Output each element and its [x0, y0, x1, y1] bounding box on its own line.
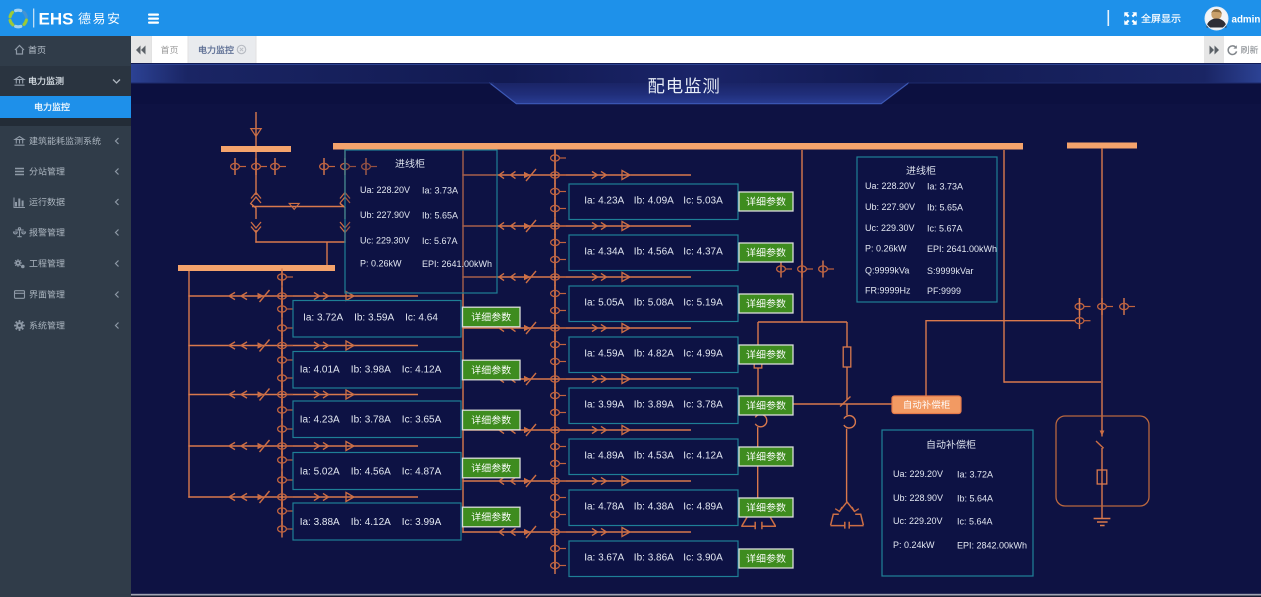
- svg-text:Ua: 229.20V: Ua: 229.20V: [893, 469, 943, 479]
- svg-text:EPI: 2641.00kWh: EPI: 2641.00kWh: [927, 244, 997, 254]
- svg-text:Ib: 5.08A: Ib: 5.08A: [634, 298, 674, 309]
- svg-text:Ic: 5.03A: Ic: 5.03A: [683, 196, 723, 207]
- svg-text:Ic: 4.64: Ic: 4.64: [405, 313, 438, 324]
- svg-text:EPI: 2641.00kWh: EPI: 2641.00kWh: [422, 259, 492, 269]
- svg-text:Ia: 3.67A: Ia: 3.67A: [584, 553, 624, 564]
- svg-text:Ib: 4.56A: Ib: 4.56A: [351, 467, 391, 478]
- svg-text:Ic: 3.99A: Ic: 3.99A: [402, 517, 442, 528]
- svg-text:Ia: 3.99A: Ia: 3.99A: [584, 400, 624, 411]
- svg-text:Ic: 4.89A: Ic: 4.89A: [683, 502, 723, 513]
- svg-text:Ua: 228.20V: Ua: 228.20V: [360, 185, 410, 195]
- svg-text:Ib: 4.38A: Ib: 4.38A: [634, 502, 674, 513]
- svg-text:Ia: 4.23A: Ia: 4.23A: [584, 196, 624, 207]
- svg-text:S:9999kVar: S:9999kVar: [927, 266, 973, 276]
- svg-text:Ib: 3.98A: Ib: 3.98A: [351, 365, 391, 376]
- svg-text:Ia: 3.72A: Ia: 3.72A: [303, 313, 343, 324]
- svg-text:Ia: 3.73A: Ia: 3.73A: [927, 182, 963, 192]
- svg-text:Ia: 3.88A: Ia: 3.88A: [300, 517, 340, 528]
- svg-text:Ic: 4.37A: Ic: 4.37A: [683, 247, 723, 258]
- svg-text:Ia: 4.59A: Ia: 4.59A: [584, 349, 624, 360]
- svg-text:Ic: 4.87A: Ic: 4.87A: [402, 467, 442, 478]
- svg-text:Ia: 3.72A: Ia: 3.72A: [957, 470, 993, 480]
- svg-text:Ub: 227.90V: Ub: 227.90V: [865, 202, 915, 212]
- svg-text:Q:9999kVa: Q:9999kVa: [865, 266, 909, 276]
- svg-text:Ib: 4.53A: Ib: 4.53A: [634, 451, 674, 462]
- svg-text:EHS: EHS: [39, 10, 74, 29]
- svg-text:Uc: 229.30V: Uc: 229.30V: [865, 223, 915, 233]
- svg-text:Ia: 3.73A: Ia: 3.73A: [422, 186, 458, 196]
- svg-text:P: 0.26kW: P: 0.26kW: [360, 259, 402, 269]
- svg-text:Ic: 4.12A: Ic: 4.12A: [402, 365, 442, 376]
- svg-text:Ib: 4.82A: Ib: 4.82A: [634, 349, 674, 360]
- svg-text:P: 0.26kW: P: 0.26kW: [865, 244, 907, 254]
- svg-text:Ia: 4.89A: Ia: 4.89A: [584, 451, 624, 462]
- svg-text:Uc: 229.30V: Uc: 229.30V: [360, 236, 410, 246]
- svg-text:Ib: 5.65A: Ib: 5.65A: [927, 203, 963, 213]
- svg-text:Ia: 4.78A: Ia: 4.78A: [584, 502, 624, 513]
- svg-text:Ic: 5.67A: Ic: 5.67A: [422, 236, 458, 246]
- svg-text:EPI: 2842.00kWh: EPI: 2842.00kWh: [957, 541, 1027, 551]
- svg-text:FR:9999Hz: FR:9999Hz: [865, 286, 911, 296]
- svg-text:Ic: 5.64A: Ic: 5.64A: [957, 517, 993, 527]
- svg-text:Ib: 3.86A: Ib: 3.86A: [634, 553, 674, 564]
- svg-text:Ic: 5.67A: Ic: 5.67A: [927, 224, 963, 234]
- svg-text:Ib: 3.78A: Ib: 3.78A: [351, 415, 391, 426]
- svg-text:Ic: 5.19A: Ic: 5.19A: [683, 298, 723, 309]
- svg-text:Ia: 4.23A: Ia: 4.23A: [300, 415, 340, 426]
- svg-text:Ub: 228.90V: Ub: 228.90V: [893, 493, 943, 503]
- svg-text:Ib: 4.12A: Ib: 4.12A: [351, 517, 391, 528]
- svg-text:Ic: 4.12A: Ic: 4.12A: [683, 451, 723, 462]
- svg-text:Ia: 4.34A: Ia: 4.34A: [584, 247, 624, 258]
- svg-text:Ic: 4.99A: Ic: 4.99A: [683, 349, 723, 360]
- svg-text:Ia: 5.05A: Ia: 5.05A: [584, 298, 624, 309]
- svg-text:Ib: 4.56A: Ib: 4.56A: [634, 247, 674, 258]
- svg-text:Ib: 3.89A: Ib: 3.89A: [634, 400, 674, 411]
- svg-text:Ib: 3.59A: Ib: 3.59A: [354, 313, 394, 324]
- svg-text:Ia: 4.01A: Ia: 4.01A: [300, 365, 340, 376]
- svg-text:Ib: 5.65A: Ib: 5.65A: [422, 211, 458, 221]
- svg-text:P: 0.24kW: P: 0.24kW: [893, 540, 935, 550]
- svg-text:Ic: 3.78A: Ic: 3.78A: [683, 400, 723, 411]
- svg-text:admin: admin: [1232, 14, 1261, 25]
- svg-text:Ib: 4.09A: Ib: 4.09A: [634, 196, 674, 207]
- svg-text:Ia: 5.02A: Ia: 5.02A: [300, 467, 340, 478]
- svg-text:PF:9999: PF:9999: [927, 286, 961, 296]
- svg-text:Ic: 3.65A: Ic: 3.65A: [402, 415, 442, 426]
- svg-text:Ic: 3.90A: Ic: 3.90A: [683, 553, 723, 564]
- svg-text:Ub: 227.90V: Ub: 227.90V: [360, 210, 410, 220]
- svg-text:Ua: 228.20V: Ua: 228.20V: [865, 181, 915, 191]
- svg-text:Ib: 5.64A: Ib: 5.64A: [957, 494, 993, 504]
- svg-text:Uc: 229.20V: Uc: 229.20V: [893, 516, 943, 526]
